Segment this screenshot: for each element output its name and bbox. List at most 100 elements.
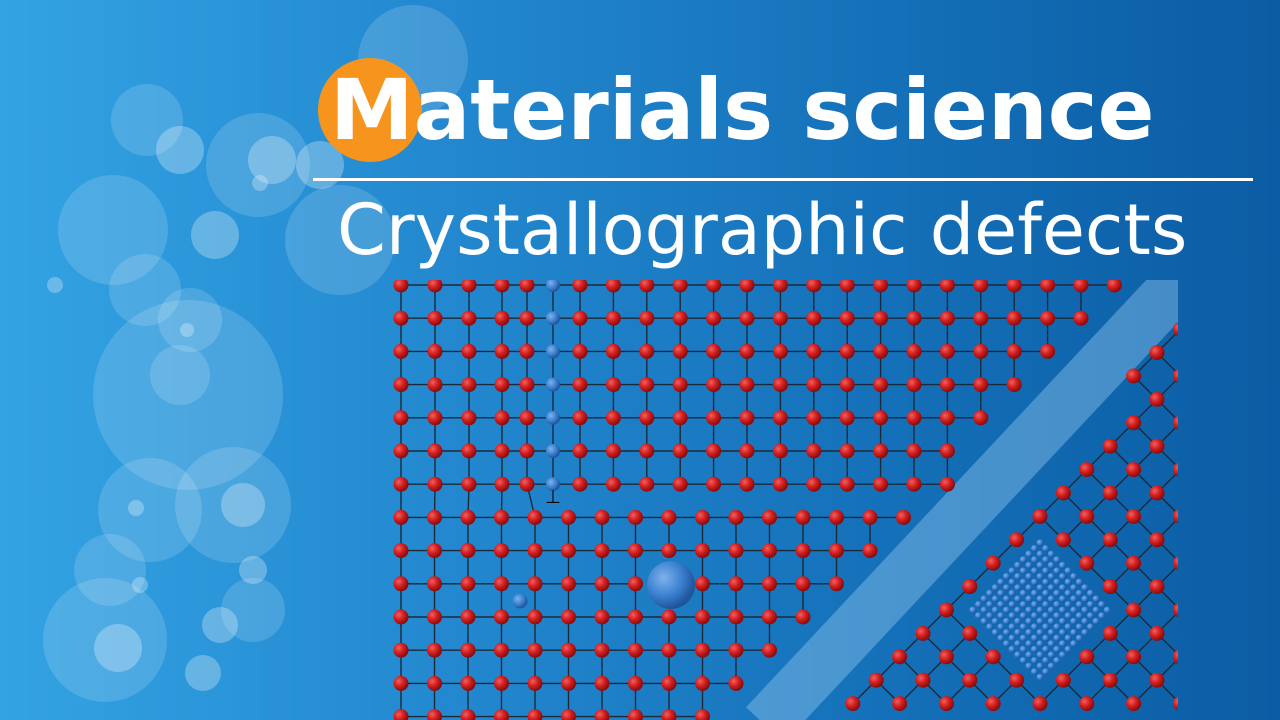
precipitate-atom [1008,589,1016,597]
atom [795,509,811,525]
bubble [191,211,239,259]
precipitate-atom [1031,578,1038,586]
bubble [94,624,142,672]
atom [938,649,954,665]
bubble [150,345,210,405]
atom [393,576,409,592]
atom [519,410,535,426]
atom [561,576,576,592]
atom [939,410,955,426]
precipitate-atom [1098,612,1105,619]
atom [829,543,844,559]
precipitate-atom [1087,601,1094,608]
atom [973,280,989,293]
atom [605,280,621,293]
precipitate-atom [1019,657,1027,664]
atom [639,280,655,293]
precipitate-atom [1047,629,1055,636]
atom [393,509,409,525]
bubble [156,126,204,174]
precipitate-atom [1019,601,1027,608]
atom [873,410,889,426]
precipitate-atom [1042,601,1049,608]
atom [862,509,878,525]
atom [427,476,443,492]
interstitial-atom [512,593,528,609]
precipitate-atom [1064,567,1072,575]
atom [728,609,744,625]
atom [393,709,409,720]
atom [527,642,543,658]
atom [427,675,442,691]
atom [973,343,989,359]
atom [695,709,710,720]
atom [829,576,844,592]
atom [772,476,788,492]
atom [772,310,788,326]
bubble [252,175,268,191]
precipitate-atom [1025,573,1033,580]
atom [873,377,889,393]
atom [639,410,655,426]
atom [1102,625,1118,641]
atom [494,675,509,691]
precipitate-atom [1070,640,1077,647]
atom [906,343,922,359]
precipitate-atom [997,589,1005,597]
precipitate-atom [1047,584,1055,591]
atom [1126,696,1142,712]
precipitate-atom [1053,623,1061,631]
atom [1126,649,1142,665]
atom [906,377,922,393]
precipitate-atom [1036,662,1044,670]
precipitate-atom [1014,640,1021,647]
atom [906,410,922,426]
precipitate-atom [1087,612,1094,619]
atom [806,343,822,359]
bubble [47,277,63,293]
atom [519,343,535,359]
atom [661,675,677,691]
atom [1055,532,1071,548]
atom [1032,696,1048,712]
atom [427,443,443,459]
atom [1149,391,1165,407]
atom [427,343,443,359]
atom [845,696,861,712]
atom [873,476,889,492]
atom [1055,485,1071,501]
precipitate-atom [1064,634,1072,642]
precipitate-atom [1075,623,1083,631]
precipitate-atom [1047,595,1055,603]
atom [639,343,655,359]
atom [1172,696,1178,711]
precipitate-atom [1014,617,1021,625]
atom [739,310,755,326]
atom [427,410,443,426]
atom [739,377,755,393]
precipitate-atom [991,584,999,591]
atom [962,625,978,641]
atom [661,509,677,525]
bubble [285,185,395,295]
atom [639,377,655,393]
atom [839,343,855,359]
atom [795,543,811,559]
atom [561,609,576,625]
precipitate-atom [1070,629,1077,636]
atom [906,443,922,459]
atom [839,443,855,459]
atom [739,280,755,293]
precipitate-atom [1019,645,1027,653]
atom [1149,625,1165,641]
atom [985,555,1001,571]
atom [1055,672,1071,688]
atom [1073,280,1089,293]
precipitate-atom [1036,617,1044,625]
atom [594,576,610,592]
atom [706,377,722,393]
precipitate-atom [1047,606,1055,614]
atom [829,509,844,525]
page-title: Materials science [330,62,1154,158]
precipitate-atom [1036,584,1044,591]
